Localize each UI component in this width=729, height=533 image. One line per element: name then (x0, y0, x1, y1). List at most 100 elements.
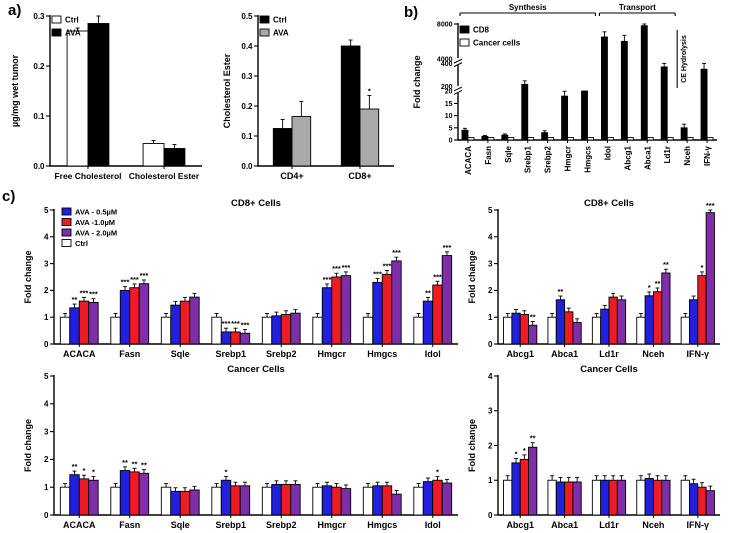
significance-stars: ** (72, 462, 78, 471)
significance-stars: *** (392, 248, 401, 257)
bar (432, 479, 443, 516)
significance-stars: ** (425, 288, 431, 297)
bar (59, 316, 71, 345)
y-tick-label: 3 (488, 407, 493, 416)
y-axis-label: Fold change (23, 419, 33, 472)
bar (312, 316, 323, 345)
bar (467, 137, 475, 141)
bar (600, 308, 610, 345)
bar (272, 128, 293, 167)
x-category-label: IFN-γ (687, 349, 710, 359)
y-tick-label: 1 (488, 313, 493, 322)
y-tick-label: 4 (44, 400, 49, 409)
chart-title: CD8+ Cells (231, 198, 281, 209)
bar (700, 68, 708, 141)
y-tick-label: 5 (488, 206, 493, 215)
x-category-label: Abca1 (551, 349, 578, 359)
bar (652, 479, 663, 516)
significance-stars: * (83, 466, 86, 475)
bar (626, 137, 634, 141)
bar (511, 462, 521, 516)
bar (138, 283, 150, 345)
x-category-label: Ld1r (599, 520, 619, 530)
bar (591, 479, 602, 516)
panel-label-a: a) (8, 2, 22, 19)
significance-stars: ** (663, 260, 669, 269)
y-tick-label: 0 (44, 340, 49, 349)
bar (561, 95, 569, 141)
bar (660, 66, 668, 141)
bar (680, 316, 690, 345)
panel-label-c: c) (2, 188, 16, 205)
bar (220, 479, 232, 516)
chart-c-cancer-transport: 0 1 2 3 4 Fold change Cancer Cells * * ** Abcg1 Abc… (466, 362, 726, 533)
bar (600, 36, 608, 141)
bar (555, 481, 566, 516)
bar (381, 485, 393, 516)
x-category-label: Fasn (119, 349, 140, 359)
legend-swatch (61, 207, 72, 216)
bar (291, 116, 312, 167)
y-tick-label: 0.3 (33, 12, 45, 21)
bar (547, 479, 557, 516)
x-category-label: Ld1r (663, 146, 672, 163)
bar (689, 483, 699, 516)
bar (129, 287, 140, 345)
bar (340, 45, 361, 167)
legend-swatch (61, 228, 72, 237)
bar (686, 137, 694, 141)
x-category-label: Ld1r (599, 349, 619, 359)
bar (581, 90, 588, 141)
legend-swatch (459, 25, 470, 34)
x-category-label: Hmgcs (367, 349, 397, 359)
x-category-label: Idol (425, 349, 441, 359)
bar (705, 490, 715, 516)
y-tick-label: 0.3 (241, 72, 253, 81)
significance-stars: *** (433, 272, 442, 281)
significance-stars: *** (332, 264, 341, 273)
bar (487, 137, 495, 141)
significance-stars: *** (222, 319, 231, 328)
y-tick-label: 3 (488, 259, 493, 268)
chart-title: Cancer Cells (227, 364, 285, 375)
bar (706, 137, 714, 141)
bar (69, 474, 80, 516)
legend-swatch (51, 15, 62, 24)
bar (391, 260, 402, 345)
bar (567, 137, 575, 141)
significance-stars: ** (530, 434, 536, 443)
bar (432, 284, 443, 345)
chart-b-fold-change-genes: 0 5 10 15 20 200 400 4000 8000 Fold change ACACA Fa… (412, 0, 727, 196)
significance-stars: * (225, 468, 228, 477)
y-tick-label: 1 (44, 313, 49, 322)
y-axis-label: Fold change (467, 419, 477, 472)
significance-stars: *** (140, 271, 149, 280)
significance-stars: ** (72, 295, 78, 304)
x-category-label: ACACA (464, 146, 473, 175)
bar (528, 446, 538, 516)
legend-label: Ctrl (65, 16, 79, 25)
bar (644, 295, 654, 345)
bar (239, 332, 251, 345)
group-bracket-label: Synthesis (509, 3, 547, 12)
x-category-label: Sqle (171, 349, 190, 359)
x-category-label: Hmgcs (367, 520, 397, 530)
y-tick-label: 3 (44, 427, 49, 436)
panel-label-b: b) (404, 4, 419, 21)
x-category-label: Srebp2 (544, 145, 553, 173)
legend-swatch (61, 218, 72, 226)
bar (705, 212, 715, 345)
y-axis-label: Fold change (23, 250, 33, 303)
bar (503, 316, 513, 345)
bar (680, 479, 690, 516)
bar (290, 483, 301, 516)
legend-swatch (61, 239, 72, 247)
bar (340, 488, 352, 516)
bar (78, 300, 90, 345)
bar (521, 83, 529, 141)
y-tick-label: 0 (488, 511, 493, 520)
bar (88, 479, 99, 516)
bar (78, 478, 90, 516)
bar (119, 470, 131, 516)
bar (572, 322, 582, 345)
